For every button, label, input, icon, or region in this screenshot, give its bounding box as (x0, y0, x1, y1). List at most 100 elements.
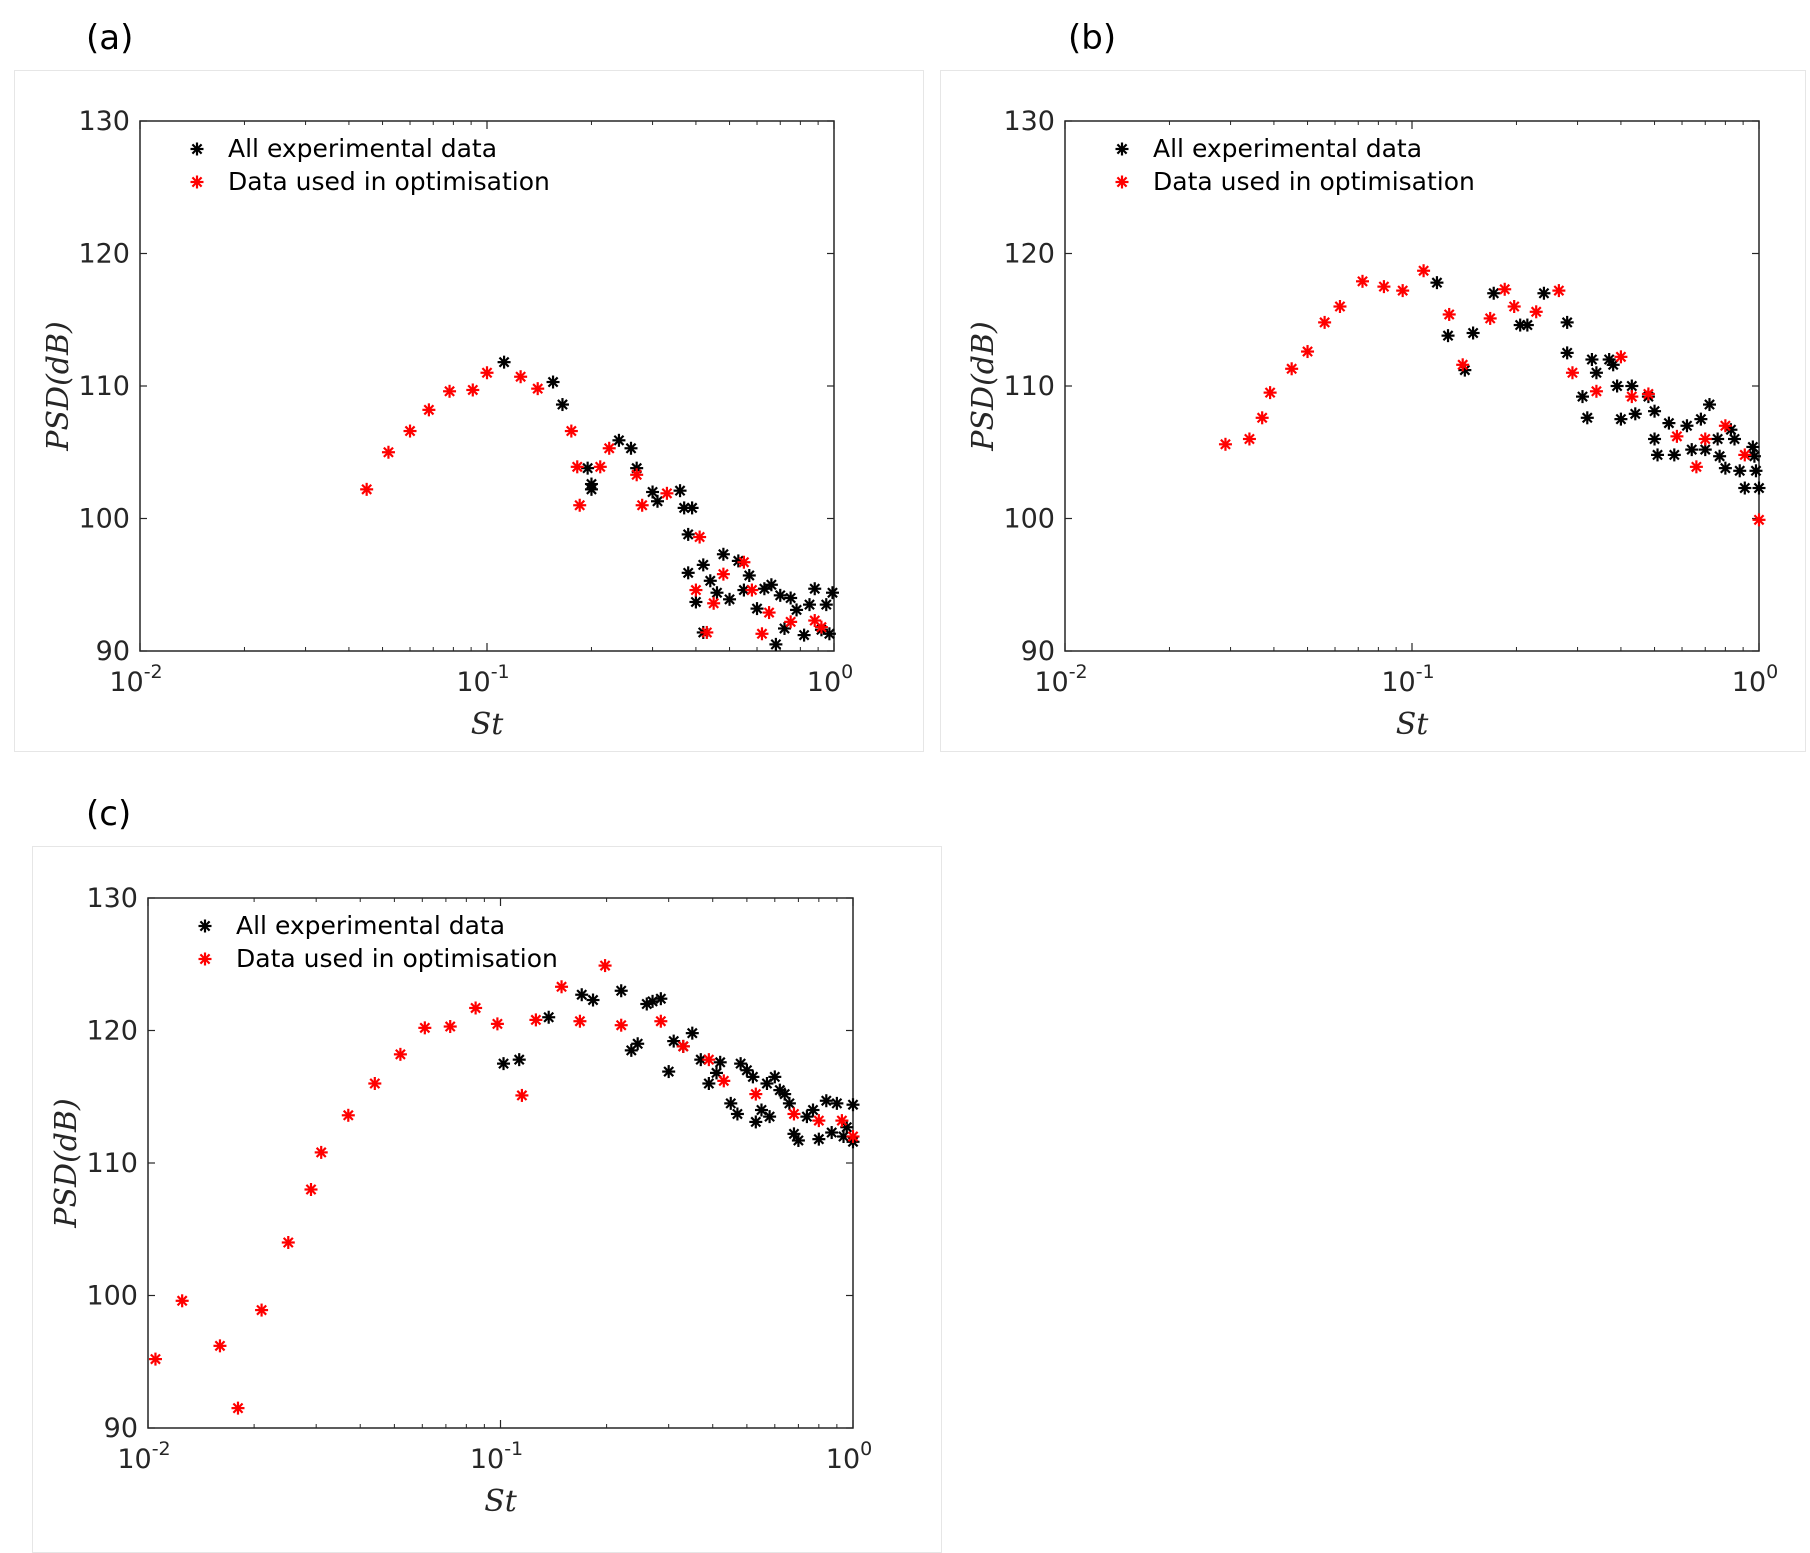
data-point (763, 1110, 777, 1124)
data-point (787, 1127, 801, 1141)
data-point (1576, 390, 1590, 404)
data-point (255, 1303, 269, 1317)
data-point (1355, 274, 1369, 288)
data-point (1628, 407, 1642, 421)
data-point (685, 501, 699, 515)
data-point (1263, 386, 1277, 400)
y-axis-label: PSD(dB) (49, 1098, 84, 1228)
data-point (745, 583, 759, 597)
data-point (702, 1077, 716, 1090)
data-point (1662, 416, 1676, 430)
data-point (1606, 358, 1620, 372)
x-tick-label: 10-1 (470, 1438, 523, 1475)
data-point (803, 598, 817, 612)
data-point (573, 498, 587, 512)
series-optimisation-data (1218, 264, 1766, 527)
data-point (1698, 443, 1712, 457)
data-point (630, 468, 644, 482)
panel-label-b: (b) (1068, 18, 1117, 58)
data-point (586, 993, 600, 1007)
data-point (469, 1001, 483, 1015)
data-point (825, 1126, 839, 1140)
data-point (746, 1070, 760, 1084)
y-tick-label: 130 (78, 106, 130, 137)
data-point (598, 959, 612, 973)
data-point (654, 1014, 668, 1028)
x-tick-label: 10-2 (109, 661, 162, 698)
data-point (737, 583, 751, 597)
data-point (1689, 460, 1703, 474)
data-point (819, 598, 833, 612)
data-point (360, 482, 374, 496)
data-point (497, 1057, 511, 1071)
data-point (700, 625, 714, 639)
data-point (1589, 366, 1603, 380)
data-point (555, 980, 569, 994)
data-point (724, 1096, 738, 1110)
legend-marker (198, 919, 212, 933)
data-point (778, 1087, 792, 1101)
x-axis-label: St (471, 707, 505, 742)
data-point (694, 1053, 708, 1067)
series-all-data (497, 355, 839, 651)
data-point (570, 460, 584, 474)
y-tick-label: 90 (1021, 636, 1055, 667)
data-point (1648, 404, 1662, 418)
data-point (1242, 432, 1256, 446)
data-point (1589, 384, 1603, 398)
data-point (757, 582, 771, 596)
data-point (1585, 353, 1599, 366)
data-point (1685, 443, 1699, 457)
data-point (784, 591, 798, 605)
data-point (1625, 390, 1639, 404)
data-point (787, 1107, 801, 1121)
data-point (1670, 429, 1684, 443)
data-point (368, 1077, 382, 1090)
data-point (703, 574, 717, 588)
data-point (1747, 449, 1761, 463)
data-point (418, 1021, 432, 1035)
data-point (1718, 461, 1732, 475)
chart-frame-a (14, 70, 924, 752)
data-point (846, 1130, 860, 1143)
data-point (689, 595, 703, 609)
data-point (575, 988, 589, 1002)
data-point (689, 583, 703, 597)
data-point (750, 602, 764, 616)
data-point (148, 1352, 162, 1366)
data-point (840, 1120, 854, 1134)
data-point (614, 984, 628, 998)
x-tick-label: 100 (807, 661, 853, 698)
y-tick-label: 110 (1003, 371, 1055, 402)
data-point (531, 382, 545, 396)
data-point (1301, 345, 1315, 359)
data-point (790, 603, 804, 617)
data-point (466, 383, 480, 397)
y-tick-label: 100 (78, 504, 130, 535)
data-point (393, 1047, 407, 1061)
data-point (651, 494, 665, 508)
data-point (830, 1096, 844, 1110)
data-point (1698, 432, 1712, 446)
data-point (584, 477, 598, 491)
data-point (1417, 264, 1431, 278)
data-point (707, 596, 721, 610)
chart-frame-c (32, 846, 942, 1553)
data-point (1580, 411, 1594, 425)
data-point (769, 637, 783, 651)
panel-label-c: (c) (86, 794, 132, 834)
data-point (443, 384, 457, 398)
data-point (1560, 346, 1574, 360)
data-point (1483, 311, 1497, 325)
data-point (1651, 448, 1665, 462)
data-point (1456, 358, 1470, 372)
data-point (837, 1130, 851, 1143)
data-point (1694, 412, 1708, 426)
legend-marker (190, 175, 204, 189)
x-tick-label: 100 (1732, 661, 1778, 698)
data-point (314, 1145, 328, 1159)
data-point (742, 568, 756, 582)
legend-entry: Data used in optimisation (236, 944, 558, 973)
data-point (403, 424, 417, 438)
data-point (846, 1098, 860, 1112)
